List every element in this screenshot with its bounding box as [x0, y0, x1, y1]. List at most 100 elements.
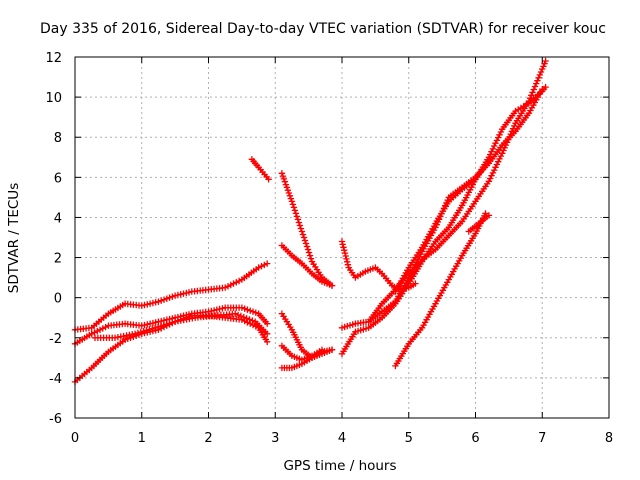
data-point [305, 249, 313, 256]
data-point [535, 74, 542, 81]
data-point [219, 305, 226, 312]
data-point [169, 319, 176, 326]
data-point [533, 80, 540, 87]
data-point [528, 92, 535, 99]
data-point [292, 210, 300, 217]
x-tick-label: 3 [271, 431, 279, 446]
data-point [291, 207, 299, 214]
data-point [282, 181, 290, 188]
data-point [344, 261, 352, 268]
data-point [264, 320, 271, 327]
data-point [488, 148, 495, 155]
data-point [279, 172, 287, 180]
data-point [249, 317, 256, 324]
data-point [338, 238, 346, 245]
data-point [299, 231, 307, 238]
data-point [328, 282, 336, 289]
data-point [537, 68, 545, 76]
series-arc-p [392, 210, 489, 370]
series-arc-d [91, 310, 271, 341]
y-tick-label: 6 [54, 171, 62, 186]
series-arc-q [465, 212, 493, 235]
data-point [297, 225, 305, 232]
y-tick-label: 12 [45, 51, 62, 66]
data-point [290, 204, 298, 211]
y-tick-label: 4 [54, 211, 62, 226]
data-point [344, 258, 351, 265]
data-point [496, 131, 503, 138]
y-tick-label: -2 [49, 332, 62, 347]
data-point [143, 327, 150, 334]
data-point [137, 328, 144, 336]
series-arc-a [71, 260, 271, 333]
series-arc-j [278, 342, 326, 363]
x-axis-label: GPS time / hours [283, 458, 396, 474]
data-point [341, 247, 348, 254]
data-point [91, 329, 98, 336]
data-point [149, 325, 156, 332]
data-point [157, 322, 164, 330]
data-point [131, 330, 139, 337]
data-point [306, 252, 314, 259]
data-point [341, 249, 349, 257]
data-point [158, 297, 165, 304]
data-point [412, 280, 419, 287]
data-point [287, 195, 295, 202]
data-point [180, 290, 187, 297]
y-tick-label: -4 [49, 372, 62, 387]
data-point [293, 213, 301, 220]
series-arc-e [248, 156, 272, 183]
data-point [526, 95, 534, 102]
data-point [155, 298, 162, 305]
data-point [261, 261, 268, 269]
data-point [496, 155, 503, 163]
data-point [493, 137, 501, 144]
data-point [134, 329, 142, 337]
data-point [487, 151, 494, 158]
data-point [233, 279, 240, 286]
data-point [340, 244, 347, 251]
data-point [88, 330, 95, 337]
data-point [502, 141, 509, 149]
data-point [264, 260, 271, 267]
data-point [529, 89, 536, 96]
data-point [174, 291, 182, 299]
data-point [318, 346, 326, 353]
data-point [99, 325, 106, 332]
data-point [171, 292, 179, 299]
data-point [489, 169, 497, 177]
data-point [506, 133, 513, 141]
data-point [294, 216, 302, 223]
data-point [497, 152, 505, 160]
data-point [491, 166, 498, 174]
series-arc-o [392, 83, 549, 295]
data-point [497, 128, 505, 136]
plot-area [71, 57, 549, 386]
data-point [163, 295, 170, 302]
data-point [140, 328, 147, 335]
data-point [288, 198, 296, 205]
data-point [163, 321, 170, 328]
data-point [124, 335, 131, 342]
data-point [488, 172, 495, 179]
series-arc-b [71, 304, 271, 347]
data-point [534, 77, 541, 84]
data-point [255, 264, 262, 271]
data-point [542, 57, 549, 65]
data-point [160, 322, 167, 329]
data-point [285, 189, 293, 197]
data-point [482, 210, 489, 217]
data-point [531, 83, 539, 90]
data-point [296, 222, 304, 229]
data-point [222, 284, 229, 291]
data-point [343, 255, 350, 263]
data-point [509, 125, 517, 132]
data-point [247, 307, 254, 314]
data-point [303, 243, 311, 250]
data-point [489, 145, 497, 153]
data-point [485, 212, 493, 219]
data-point [234, 311, 242, 319]
data-point [493, 161, 501, 168]
data-point [492, 164, 499, 171]
data-point [265, 176, 272, 183]
